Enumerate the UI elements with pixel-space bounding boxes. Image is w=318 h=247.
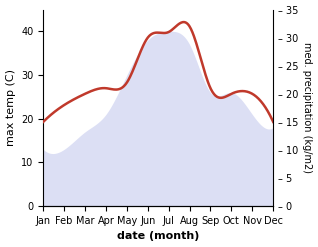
X-axis label: date (month): date (month) bbox=[117, 231, 199, 242]
Y-axis label: max temp (C): max temp (C) bbox=[5, 69, 16, 146]
Y-axis label: med. precipitation (kg/m2): med. precipitation (kg/m2) bbox=[302, 42, 313, 173]
